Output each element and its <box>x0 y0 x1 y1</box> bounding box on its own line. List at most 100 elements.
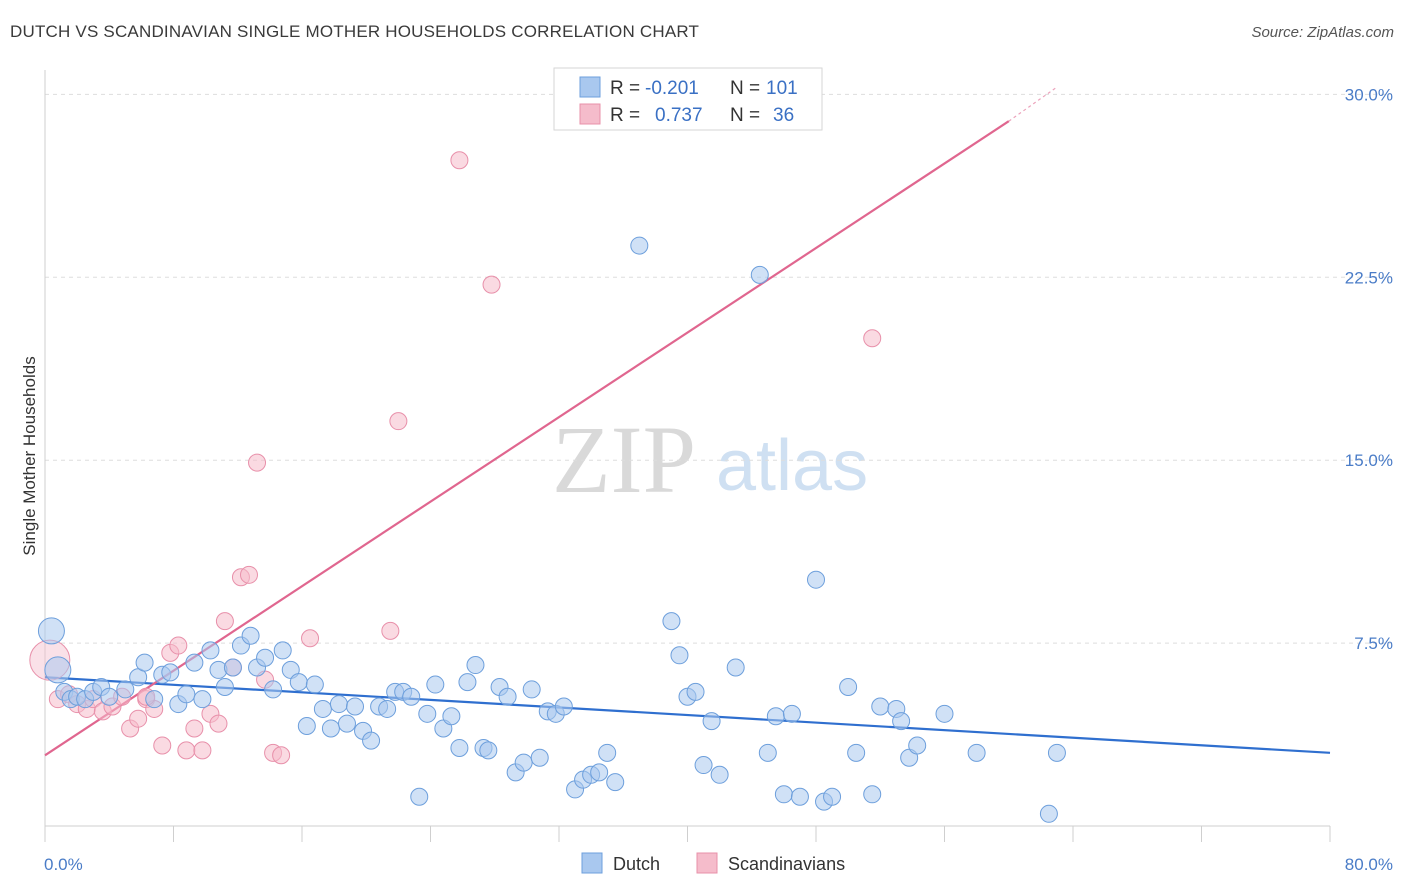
dutch-points <box>37 236 1066 823</box>
dutch-point <box>935 704 954 723</box>
dutch-trend-line <box>44 676 1331 754</box>
dutch-point <box>161 663 180 682</box>
scandinavian-point <box>248 453 267 472</box>
dutch-point <box>223 658 242 677</box>
bottom-legend-swatch-scandinavians <box>696 852 718 874</box>
dutch-point <box>145 690 164 709</box>
dutch-point <box>44 656 72 684</box>
dutch-point <box>863 785 882 804</box>
x-tick-labels: 0.0% 80.0% <box>44 855 1393 874</box>
dutch-point <box>297 717 316 736</box>
dutch-point <box>967 743 986 762</box>
dutch-point <box>177 685 196 704</box>
dutch-point <box>554 697 573 716</box>
dutch-point <box>256 648 275 667</box>
dutch-point <box>758 743 777 762</box>
gridlines <box>45 93 1392 644</box>
dutch-point <box>823 787 842 806</box>
dutch-point <box>606 773 625 792</box>
dutch-point <box>892 712 911 731</box>
legend-n-value-dutch: 101 <box>766 78 798 99</box>
scandinavian-point <box>272 746 291 765</box>
y-tick-label: 7.5% <box>1354 634 1393 653</box>
dutch-point <box>362 731 381 750</box>
dutch-point <box>670 646 689 665</box>
dutch-point <box>908 736 927 755</box>
dutch-point <box>1039 804 1058 823</box>
legend-swatch-dutch <box>579 76 601 98</box>
scandinavian-point <box>177 741 196 760</box>
dutch-point <box>321 719 340 738</box>
bottom-legend-scandinavians: Scandinavians <box>728 854 845 874</box>
dutch-point <box>346 697 365 716</box>
bottom-legend-swatch-dutch <box>581 852 603 874</box>
watermark-zip: ZIP <box>552 406 696 513</box>
scandinavian-point <box>193 741 212 760</box>
dutch-point <box>426 675 445 694</box>
dutch-point <box>410 787 429 806</box>
dutch-point <box>337 714 356 733</box>
dutch-point <box>686 682 705 701</box>
legend-n-label-scandinavians: N = <box>730 105 760 126</box>
dutch-point <box>100 687 119 706</box>
dutch-point <box>514 753 533 772</box>
dutch-point <box>782 704 801 723</box>
legend-swatch-scandinavians <box>579 103 601 125</box>
scandinavian-point <box>301 629 320 648</box>
dutch-point <box>273 641 292 660</box>
dutch-point <box>710 765 729 784</box>
scandinavian-point <box>215 612 234 631</box>
dutch-point <box>313 699 332 718</box>
y-axis-label: Single Mother Households <box>20 356 39 555</box>
scandinavian-point <box>129 709 148 728</box>
scandinavian-point <box>153 736 172 755</box>
dutch-point <box>774 785 793 804</box>
dutch-point <box>839 677 858 696</box>
dutch-point <box>135 653 154 672</box>
dutch-point <box>442 707 461 726</box>
dutch-point <box>37 617 65 645</box>
x-tick-label-min: 0.0% <box>44 855 83 874</box>
scandinavian-point <box>185 719 204 738</box>
dutch-point <box>590 763 609 782</box>
source-label: Source: ZipAtlas.com <box>1251 24 1394 41</box>
dutch-point <box>807 570 825 589</box>
dutch-point <box>264 680 283 699</box>
dutch-point <box>1047 743 1066 762</box>
y-tick-label: 15.0% <box>1345 451 1393 470</box>
dutch-point <box>241 626 260 645</box>
dutch-point <box>329 695 348 714</box>
scandinavian-trend-extension <box>1008 86 1058 122</box>
dutch-point <box>726 658 745 677</box>
dutch-point <box>378 699 397 718</box>
dutch-point <box>630 236 649 255</box>
dutch-point <box>498 687 517 706</box>
dutch-point <box>201 641 220 660</box>
scandinavian-point <box>169 636 188 655</box>
series-legend: Dutch Scandinavians <box>581 852 845 874</box>
dutch-point <box>215 677 234 696</box>
dutch-point <box>750 265 769 284</box>
legend-r-value-scandinavians: 0.737 <box>655 105 703 126</box>
dutch-point <box>694 756 713 775</box>
dutch-point <box>522 680 541 699</box>
dutch-point <box>402 687 421 706</box>
chart-title: DUTCH VS SCANDINAVIAN SINGLE MOTHER HOUS… <box>10 22 700 41</box>
dutch-point <box>458 673 477 692</box>
dutch-point <box>702 712 721 731</box>
scandinavian-point <box>482 275 501 294</box>
bottom-legend-dutch: Dutch <box>613 854 660 874</box>
dutch-point <box>466 656 485 675</box>
legend-r-value-dutch: -0.201 <box>645 78 699 99</box>
scandinavian-point <box>863 329 882 348</box>
dutch-point <box>305 675 324 694</box>
correlation-legend: R = -0.201 N = 101 R = 0.737 N = 36 <box>553 67 823 131</box>
dutch-point <box>289 673 308 692</box>
y-tick-label: 22.5% <box>1345 268 1393 287</box>
dutch-point <box>790 787 809 806</box>
dutch-point <box>450 738 469 757</box>
scandinavian-point <box>389 412 408 431</box>
dutch-point <box>193 690 212 709</box>
dutch-point <box>116 680 135 699</box>
